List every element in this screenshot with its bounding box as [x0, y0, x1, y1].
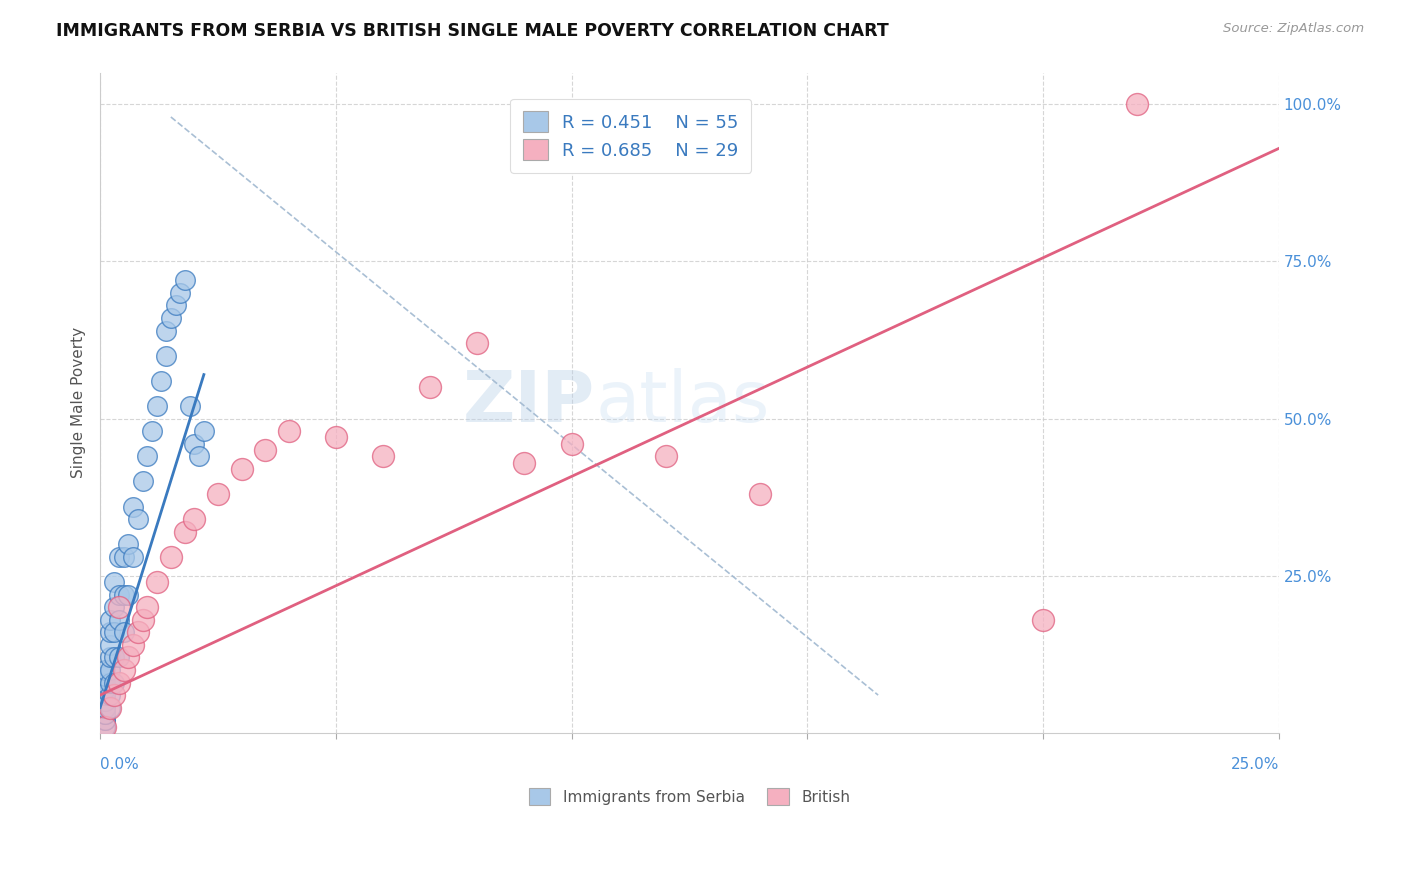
Point: [174, 524, 197, 539]
Point: [98, 663, 121, 677]
Point: [150, 374, 173, 388]
Point: [419, 380, 441, 394]
Point: [749, 487, 772, 501]
Text: atlas: atlas: [595, 368, 769, 437]
Point: [94, 706, 117, 721]
Point: [98, 638, 121, 652]
Point: [103, 688, 125, 702]
Point: [98, 700, 121, 714]
Point: [112, 663, 135, 677]
Point: [561, 436, 583, 450]
Point: [98, 700, 121, 714]
Point: [165, 298, 187, 312]
Point: [655, 450, 678, 464]
Point: [94, 700, 117, 714]
Point: [108, 675, 131, 690]
Point: [103, 625, 125, 640]
Point: [94, 663, 117, 677]
Text: IMMIGRANTS FROM SERBIA VS BRITISH SINGLE MALE POVERTY CORRELATION CHART: IMMIGRANTS FROM SERBIA VS BRITISH SINGLE…: [56, 22, 889, 40]
Point: [155, 324, 177, 338]
Point: [94, 669, 117, 683]
Point: [117, 650, 139, 665]
Point: [131, 613, 153, 627]
Text: ZIP: ZIP: [463, 368, 595, 437]
Point: [112, 625, 135, 640]
Point: [169, 285, 191, 300]
Point: [145, 574, 167, 589]
Point: [98, 650, 121, 665]
Point: [94, 706, 117, 721]
Point: [183, 436, 205, 450]
Point: [122, 638, 145, 652]
Point: [467, 336, 489, 351]
Point: [117, 588, 139, 602]
Point: [108, 613, 131, 627]
Point: [127, 512, 149, 526]
Point: [117, 537, 139, 551]
Point: [136, 600, 159, 615]
Point: [179, 399, 201, 413]
Point: [103, 650, 125, 665]
Point: [127, 625, 149, 640]
Point: [160, 311, 183, 326]
Point: [174, 273, 197, 287]
Point: [188, 450, 211, 464]
Point: [94, 713, 117, 727]
Point: [94, 719, 117, 733]
Text: Source: ZipAtlas.com: Source: ZipAtlas.com: [1223, 22, 1364, 36]
Y-axis label: Single Male Poverty: Single Male Poverty: [72, 327, 86, 478]
Point: [94, 681, 117, 696]
Point: [108, 588, 131, 602]
Point: [277, 424, 299, 438]
Point: [94, 675, 117, 690]
Point: [98, 675, 121, 690]
Point: [145, 399, 167, 413]
Point: [98, 613, 121, 627]
Point: [108, 549, 131, 564]
Point: [94, 688, 117, 702]
Point: [94, 688, 117, 702]
Point: [371, 450, 394, 464]
Point: [1126, 97, 1149, 112]
Point: [94, 694, 117, 708]
Point: [98, 625, 121, 640]
Point: [112, 588, 135, 602]
Point: [122, 549, 145, 564]
Point: [141, 424, 163, 438]
Point: [231, 462, 253, 476]
Point: [108, 650, 131, 665]
Point: [94, 719, 117, 733]
Point: [325, 430, 347, 444]
Point: [98, 688, 121, 702]
Point: [183, 512, 205, 526]
Point: [193, 424, 215, 438]
Point: [207, 487, 229, 501]
Point: [94, 694, 117, 708]
Point: [103, 574, 125, 589]
Point: [94, 700, 117, 714]
Point: [160, 549, 183, 564]
Point: [103, 600, 125, 615]
Legend: Immigrants from Serbia, British: Immigrants from Serbia, British: [522, 780, 858, 813]
Point: [108, 600, 131, 615]
Point: [94, 713, 117, 727]
Point: [103, 675, 125, 690]
Point: [112, 549, 135, 564]
Point: [131, 475, 153, 489]
Point: [254, 442, 277, 457]
Point: [1032, 613, 1054, 627]
Point: [136, 450, 159, 464]
Point: [513, 456, 536, 470]
Text: 25.0%: 25.0%: [1230, 757, 1279, 772]
Point: [155, 349, 177, 363]
Text: 0.0%: 0.0%: [100, 757, 139, 772]
Point: [122, 500, 145, 514]
